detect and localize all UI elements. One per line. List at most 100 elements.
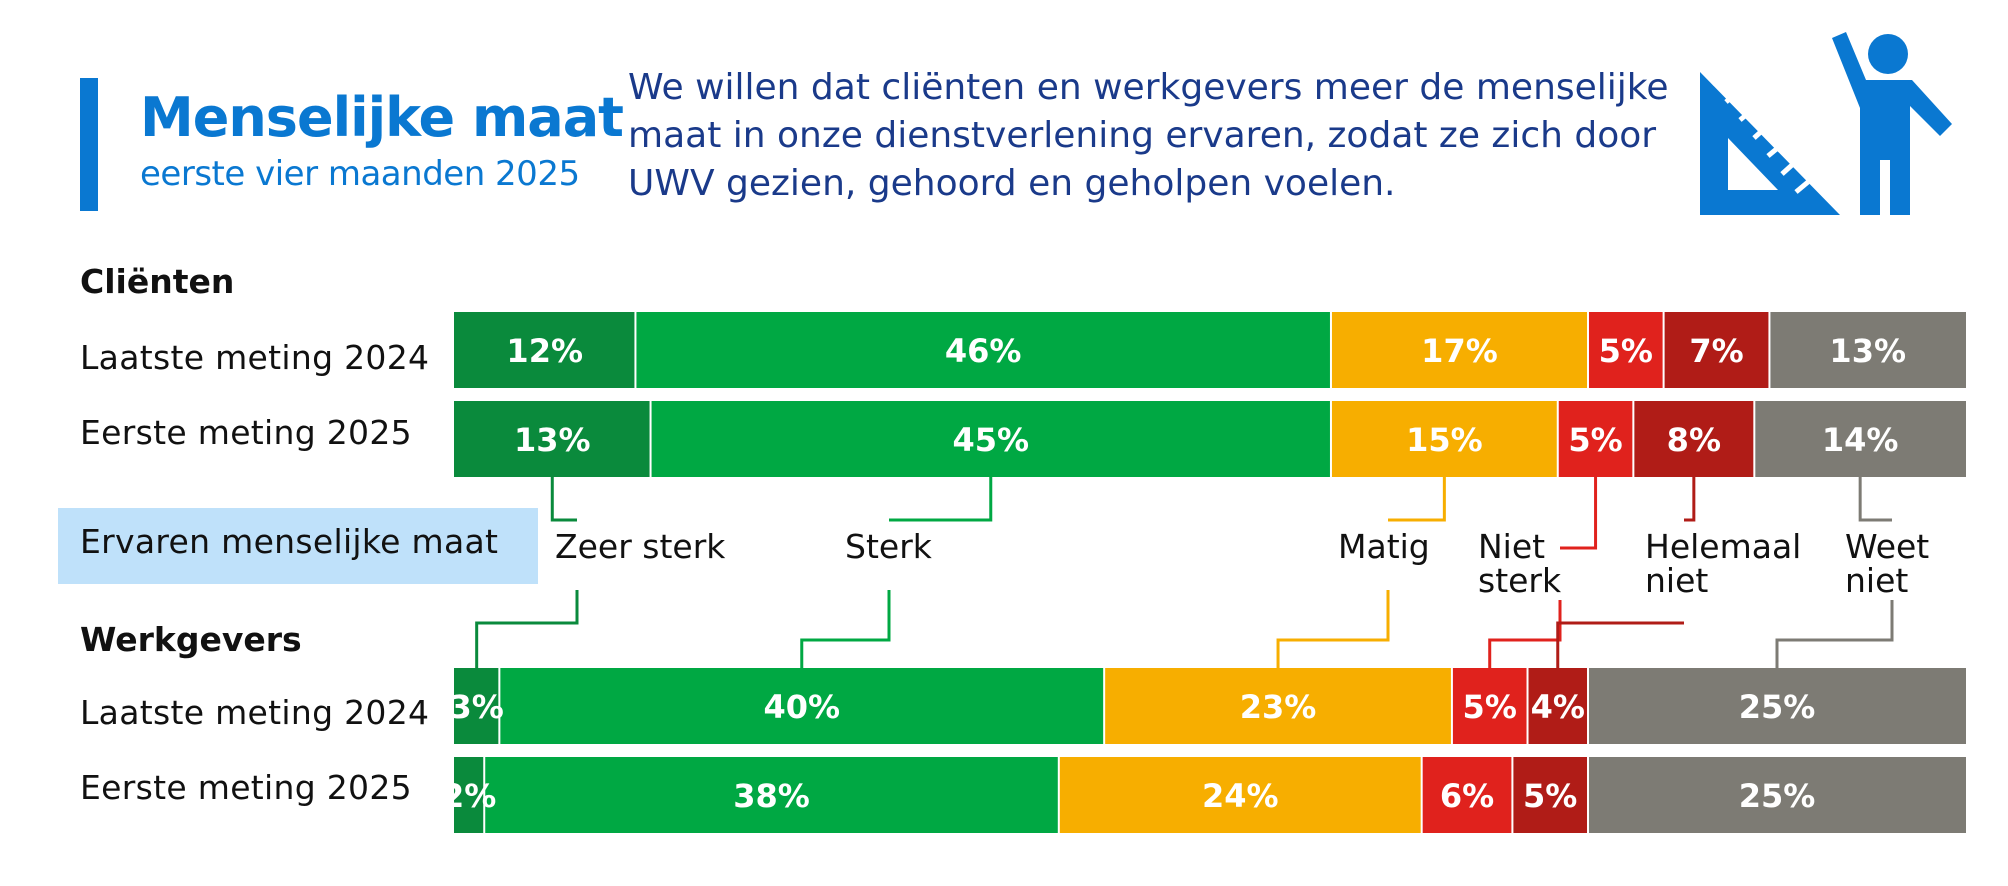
bar-segment-helemaal-niet bbox=[1527, 668, 1588, 744]
leader-line-niet-sterk bbox=[1488, 600, 1562, 668]
segment-divider bbox=[1057, 757, 1060, 833]
bar-segment-sterk bbox=[635, 312, 1331, 388]
bar-segment-niet-sterk bbox=[1421, 757, 1513, 833]
data-label-zeer-sterk: 12% bbox=[506, 332, 583, 370]
bar-segment-niet-sterk bbox=[1557, 401, 1634, 477]
segment-divider bbox=[1450, 668, 1453, 744]
bar-segment-matig bbox=[1104, 668, 1452, 744]
bar-segment-matig bbox=[1058, 757, 1422, 833]
segment-divider bbox=[1329, 312, 1332, 388]
bar-segment-zeer-sterk bbox=[454, 312, 636, 388]
category-label-sterk: Sterk bbox=[845, 527, 932, 566]
data-label-niet-sterk: 5% bbox=[1599, 332, 1653, 370]
set-square-icon bbox=[1700, 72, 1840, 215]
segment-divider bbox=[498, 668, 501, 744]
leader-line-zeer-sterk bbox=[475, 590, 579, 668]
bar-segment-niet-sterk bbox=[1588, 312, 1664, 388]
segment-divider bbox=[634, 312, 637, 388]
section-employers: Werkgevers bbox=[80, 620, 302, 659]
bar-segment-zeer-sterk bbox=[454, 757, 485, 833]
data-label-matig: 23% bbox=[1240, 688, 1317, 726]
leader-line-helemaal-niet bbox=[1556, 621, 1684, 668]
legend-arrow-label: Ervaren menselijke maat bbox=[80, 522, 499, 561]
data-label-weet-niet: 13% bbox=[1829, 332, 1906, 370]
data-label-niet-sterk: 5% bbox=[1463, 688, 1517, 726]
bar-segment-helemaal-niet bbox=[1633, 401, 1755, 477]
data-label-helemaal-niet: 7% bbox=[1689, 332, 1743, 370]
legend-arrow bbox=[58, 508, 538, 584]
bar-segment-matig bbox=[1330, 401, 1558, 477]
bar-segment-weet-niet bbox=[1588, 757, 1966, 833]
page-title: Menselijke maat bbox=[140, 86, 624, 149]
person-waving-icon bbox=[1832, 32, 1952, 215]
bar-segment-sterk bbox=[499, 668, 1105, 744]
data-label-weet-niet: 25% bbox=[1739, 777, 1816, 815]
data-label-helemaal-niet: 4% bbox=[1531, 688, 1585, 726]
category-label-weet-niet: Weet niet bbox=[1845, 527, 1930, 600]
bar-segment-weet-niet bbox=[1769, 312, 1966, 388]
data-label-zeer-sterk: 13% bbox=[514, 421, 591, 459]
leader-line-sterk bbox=[800, 590, 891, 668]
data-label-weet-niet: 25% bbox=[1739, 688, 1816, 726]
data-label-matig: 24% bbox=[1202, 777, 1279, 815]
segment-divider bbox=[1768, 312, 1771, 388]
segment-divider bbox=[1420, 757, 1423, 833]
page-subtitle: eerste vier maanden 2025 bbox=[140, 154, 580, 194]
row-label-clients-2024: Laatste meting 2024 bbox=[80, 338, 430, 377]
data-label-helemaal-niet: 8% bbox=[1667, 421, 1721, 459]
bar-segment-zeer-sterk bbox=[454, 401, 651, 477]
data-label-matig: 15% bbox=[1406, 421, 1483, 459]
segment-divider bbox=[1753, 401, 1756, 477]
segment-divider bbox=[1511, 757, 1514, 833]
title-accent-bar bbox=[80, 78, 98, 211]
category-label-matig: Matig bbox=[1338, 527, 1430, 566]
leader-line-weet-niet bbox=[1858, 477, 1892, 522]
bar-segment-sterk bbox=[650, 401, 1331, 477]
segment-divider bbox=[1587, 312, 1589, 388]
segment-divider bbox=[1329, 401, 1332, 477]
bar-segment-weet-niet bbox=[1588, 668, 1966, 744]
data-label-sterk: 38% bbox=[733, 777, 810, 815]
header-icons bbox=[1700, 32, 1952, 215]
data-label-zeer-sterk: 2% bbox=[442, 777, 496, 815]
leader-line-weet-niet bbox=[1775, 600, 1894, 668]
category-label-zeer-sterk: Zeer sterk bbox=[555, 527, 726, 566]
segment-divider bbox=[1587, 757, 1589, 833]
bar-segment-weet-niet bbox=[1754, 401, 1966, 477]
segment-divider bbox=[1632, 401, 1635, 477]
segment-divider bbox=[1526, 668, 1529, 744]
leader-line-matig bbox=[1388, 477, 1446, 522]
segment-divider bbox=[1103, 668, 1106, 744]
data-label-niet-sterk: 6% bbox=[1440, 777, 1494, 815]
bar-segment-niet-sterk bbox=[1451, 668, 1528, 744]
data-label-sterk: 46% bbox=[945, 332, 1022, 370]
bar-segment-zeer-sterk bbox=[454, 668, 500, 744]
data-label-niet-sterk: 5% bbox=[1568, 421, 1622, 459]
category-label-helemaal-niet: Helemaal niet bbox=[1645, 527, 1802, 600]
data-label-matig: 17% bbox=[1421, 332, 1498, 370]
data-label-sterk: 40% bbox=[763, 688, 840, 726]
data-label-zeer-sterk: 3% bbox=[450, 688, 504, 726]
intro-text: We willen dat cliënten en werkgevers mee… bbox=[628, 67, 1669, 204]
category-label-niet-sterk: Niet sterk bbox=[1478, 527, 1562, 600]
bar-segment-sterk bbox=[484, 757, 1059, 833]
bar-segment-matig bbox=[1330, 312, 1588, 388]
leader-line-zeer-sterk bbox=[550, 477, 577, 522]
leader-line-niet-sterk bbox=[1560, 477, 1598, 550]
data-label-sterk: 45% bbox=[952, 421, 1029, 459]
leader-line-matig bbox=[1276, 590, 1390, 668]
segment-divider bbox=[649, 401, 652, 477]
section-clients: Cliënten bbox=[80, 262, 235, 301]
bar-segment-helemaal-niet bbox=[1663, 312, 1770, 388]
row-label-employers-2025: Eerste meting 2025 bbox=[80, 768, 412, 807]
row-label-employers-2024: Laatste meting 2024 bbox=[80, 693, 430, 732]
segment-divider bbox=[1587, 668, 1589, 744]
data-label-helemaal-niet: 5% bbox=[1523, 777, 1577, 815]
segment-divider bbox=[1556, 401, 1559, 477]
data-label-weet-niet: 14% bbox=[1822, 421, 1899, 459]
leader-line-helemaal-niet bbox=[1684, 477, 1696, 522]
row-label-clients-2025: Eerste meting 2025 bbox=[80, 413, 412, 452]
leader-line-sterk bbox=[889, 477, 993, 522]
segment-divider bbox=[483, 757, 486, 833]
